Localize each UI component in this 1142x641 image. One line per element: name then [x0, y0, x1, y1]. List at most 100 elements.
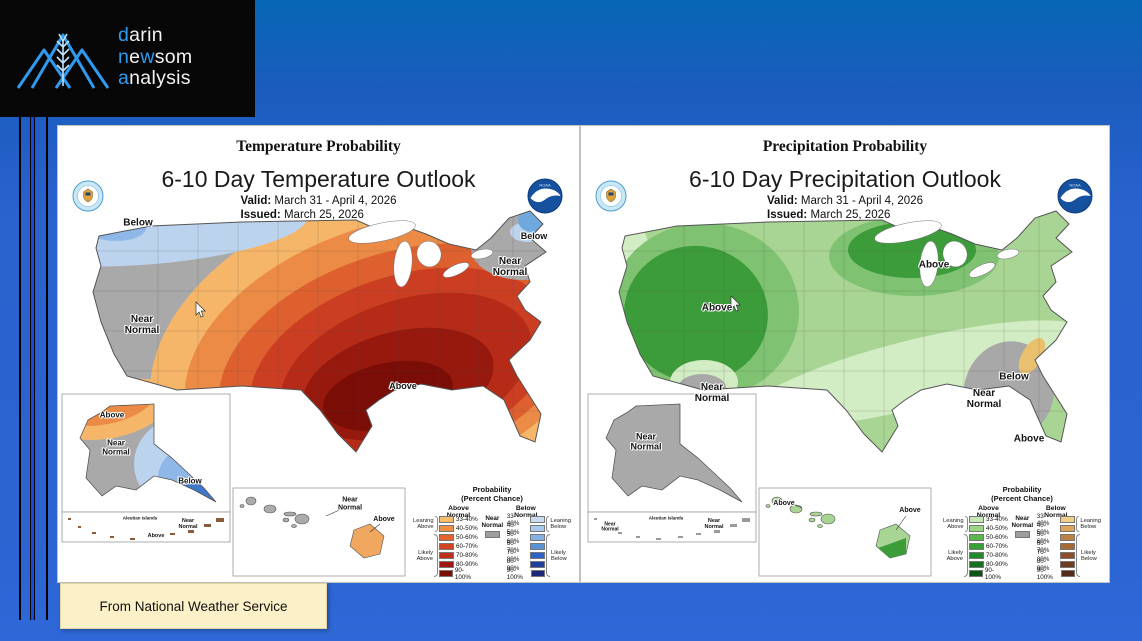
legend-subtitle: (Percent Chance) — [991, 493, 1053, 503]
legend-swatch — [1060, 534, 1075, 541]
legend-side-left: Leaning Above Likely Above — [943, 505, 969, 578]
legend-range-label: 90-100% — [1036, 566, 1053, 581]
legend-swatch — [969, 543, 984, 550]
legend-range-label: 50-60% — [1036, 530, 1050, 545]
commerce-seal-icon — [72, 180, 104, 212]
legend-range-label: 40-50% — [456, 525, 478, 532]
legend-range-label: 70-80% — [506, 548, 520, 563]
svg-text:NOAA: NOAA — [539, 183, 551, 188]
stripe-line — [19, 117, 21, 620]
legend-range-label: 33-40% — [1036, 512, 1050, 527]
legend-range-label: 90-100% — [454, 566, 471, 581]
legend-swatch — [969, 516, 984, 523]
legend-above-column: Above Normal 33-40% 40-50% 50-60% 60-70% 70-8… — [439, 505, 478, 581]
legend-range-label: 33-40% — [456, 516, 478, 523]
legend-row: 33-40% — [506, 512, 545, 527]
legend-range-label: 40-50% — [506, 521, 520, 536]
legend-row: 50-60% — [439, 533, 478, 542]
legend-swatch — [530, 525, 545, 532]
legend-swatch — [1060, 561, 1075, 568]
legend-above-column: Above Normal 33-40% 40-50% 50-60% 60-70% 70-8… — [969, 505, 1008, 581]
legend-brace-label: Likely Below — [1075, 533, 1101, 578]
legend-swatch — [439, 543, 454, 550]
legend-subtitle: (Percent Chance) — [461, 493, 523, 503]
alaska-inset — [61, 393, 231, 513]
legend-swatch — [1060, 525, 1075, 532]
legend-above-header: Above Normal — [446, 505, 471, 519]
legend-above-header: Above Normal — [976, 505, 1001, 519]
temperature-panel-title: Temperature Probability — [236, 138, 401, 155]
legend-range-label: 40-50% — [986, 525, 1008, 532]
legend-swatch — [439, 516, 454, 523]
legend-swatch — [1060, 552, 1075, 559]
legend-range-label: 40-50% — [1036, 521, 1050, 536]
legend-row: 50-60% — [1036, 530, 1075, 545]
legend-near-label: Near Normal — [1011, 515, 1034, 529]
legend-range-label: 33-40% — [506, 512, 520, 527]
legend-body: Leaning Above Likely Above Above Normal 33-… — [413, 505, 571, 581]
legend-swatch — [1061, 570, 1075, 577]
legend-range-label: 50-60% — [986, 534, 1008, 541]
legend-row: 70-80% — [969, 551, 1008, 560]
legend-brace-label: Leaning Above — [943, 515, 969, 533]
legend-row: 80-90% — [969, 560, 1008, 569]
noaa-logo-icon: NOAA — [1057, 178, 1093, 214]
temperature-map-area: Below Near Normal Above Near Normal Below Abo… — [58, 206, 581, 584]
legend-row: 70-80% — [1036, 548, 1075, 563]
legend-row: 70-80% — [439, 551, 478, 560]
precipitation-panel-title: Precipitation Probability — [762, 138, 928, 155]
legend-near-swatch — [484, 531, 500, 538]
legend-range-label: 80-90% — [986, 561, 1008, 568]
wordmark-line3: analysis — [118, 67, 191, 89]
wordmark-line2: newsom — [118, 45, 193, 68]
legend-range-label: 80-90% — [1036, 557, 1050, 572]
legend-brace-label: Likely Above — [943, 533, 969, 578]
legend-row: 60-70% — [506, 539, 545, 554]
legend-swatch — [969, 561, 984, 568]
legend-below-column: Below Normal 33-40% 40-50% 50-60% 60-70% 70-8… — [1036, 505, 1075, 581]
legend-row: 80-90% — [507, 558, 545, 572]
legend-title: Probability — [472, 485, 512, 494]
stripe-line — [30, 117, 31, 620]
valid-line: Valid: March 31 - April 4, 2026 — [240, 195, 397, 207]
conus-outline — [618, 210, 1073, 453]
temperature-outlook-card: Temperature Probability 6-10 Day Tempera… — [57, 125, 580, 583]
legend-body: Leaning Above Likely Above Above Normal 33-… — [943, 505, 1101, 581]
noaa-logo-icon: NOAA — [527, 178, 563, 214]
legend-row: 50-60% — [969, 533, 1008, 542]
great-lakes — [348, 220, 494, 288]
legend-range-label: 70-80% — [456, 552, 478, 559]
legend-near-normal: Near Normal — [478, 505, 507, 578]
hawaii-inset — [758, 487, 932, 577]
legend-swatch — [439, 534, 454, 541]
legend-row: 40-50% — [969, 524, 1008, 533]
legend-near-normal: Near Normal — [1008, 505, 1037, 578]
legend-brace-label: Leaning Above — [413, 515, 439, 533]
stripe-line — [34, 117, 35, 620]
legend-range-label: 90-100% — [984, 566, 1001, 581]
legend-swatch — [531, 570, 545, 577]
precipitation-date-block: Valid: March 31 - April 4, 2026 Issued: … — [581, 194, 1109, 223]
legend-swatch — [439, 561, 454, 568]
legend-range-label: 90-100% — [506, 566, 523, 581]
legend-row: 60-70% — [1037, 540, 1075, 554]
legend-range-label: 70-80% — [1036, 548, 1050, 563]
aleutian-inset — [61, 511, 231, 543]
legend-row: 50-60% — [507, 531, 545, 545]
valid-line: Valid: March 31 - April 4, 2026 — [767, 195, 923, 207]
legend-row: 33-40% — [1036, 512, 1075, 527]
aleutian-inset — [587, 511, 757, 543]
legend-swatch — [969, 552, 984, 559]
legend-brace-label: Likely Below — [545, 533, 571, 578]
svg-text:NOAA: NOAA — [1069, 183, 1081, 188]
precipitation-map-area: Above Near Normal Above Below Near Normal Abo… — [584, 206, 1107, 584]
legend-row: 40-50% — [439, 524, 478, 533]
legend-range-label: 60-70% — [506, 539, 520, 554]
legend-below-header: Below Normal — [1044, 505, 1068, 519]
legend-range-label: 80-90% — [456, 561, 478, 568]
legend-brace-label: Leaning Below — [1075, 515, 1101, 533]
legend-swatch — [530, 534, 545, 541]
legend-row: 60-70% — [439, 542, 478, 551]
legend-near-label: Near Normal — [481, 515, 504, 529]
